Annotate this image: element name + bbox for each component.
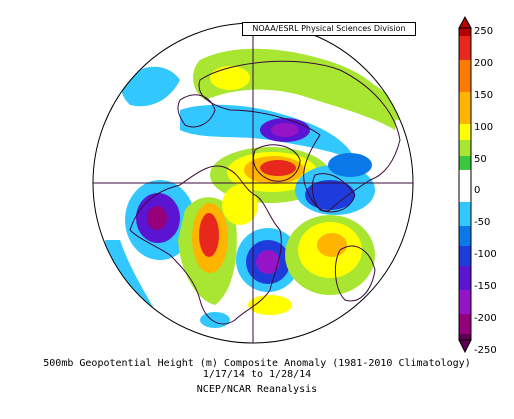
negative-anomaly-scandinavia [328, 153, 372, 177]
positive-anomaly-north-band [193, 48, 396, 130]
negative-anomaly-south-west [200, 312, 230, 328]
credit-label: NOAA/ESRL Physical Sciences Division [242, 22, 416, 36]
caption-dates: 1/17/14 to 1/28/14 [202, 369, 312, 380]
colorbar-label-0: 0 [474, 185, 481, 196]
continent-outlines [129, 60, 401, 325]
colorbar-seg-3 [459, 60, 471, 92]
colorbar-label-neg250: -250 [474, 345, 497, 356]
colorbar-label-200: 200 [474, 58, 494, 69]
negative-anomaly-pacific-core [147, 206, 167, 230]
colorbar-seg-14 [459, 314, 471, 334]
colorbar-seg-13 [459, 290, 471, 314]
positive-anomaly-canada [222, 185, 258, 225]
negative-anomaly-trough-core [256, 250, 280, 274]
colorbar-seg-6 [459, 140, 471, 156]
colorbar-label-100: 100 [474, 122, 494, 133]
coastline-europe [311, 173, 356, 213]
coastline-eurasia [198, 60, 401, 212]
colorbar-frame [458, 27, 472, 341]
negative-anomaly-west-arc [105, 240, 160, 320]
coastline-north-america [129, 165, 282, 325]
colorbar-seg-12 [459, 266, 471, 290]
colorbar-label-neg50: -50 [474, 217, 491, 228]
negative-anomaly-europe-core [305, 180, 355, 210]
coastline-asia-east [177, 94, 216, 128]
colorbar-seg-15 [459, 334, 471, 340]
colorbar-label-neg100: -100 [474, 249, 497, 260]
colorbar-seg-7 [459, 156, 471, 170]
colorbar-label-150: 150 [474, 90, 494, 101]
colorbar-label-neg150: -150 [474, 281, 497, 292]
colorbar [458, 15, 472, 354]
coastline-greenland [253, 144, 301, 182]
colorbar-seg-9 [459, 202, 471, 226]
positive-anomaly-ridge-core [199, 213, 219, 257]
positive-anomaly-atlantic-core [317, 233, 347, 257]
colorbar-seg-10 [459, 226, 471, 246]
colorbar-seg-4 [459, 92, 471, 124]
caption-title: 500mb Geopotential Height (m) Composite … [43, 358, 471, 369]
colorbar-seg-11 [459, 246, 471, 266]
colorbar-label-50: 50 [474, 154, 487, 165]
positive-anomaly-north-core [210, 66, 250, 90]
colorbar-bottom-triangle [458, 339, 472, 354]
coastline-africa [334, 245, 376, 302]
colorbar-top-triangle [458, 15, 472, 29]
positive-anomaly-greenland-core [260, 160, 296, 176]
positive-anomaly-russia [330, 77, 400, 120]
positive-anomaly-south [248, 295, 292, 315]
colorbar-seg-1 [459, 28, 471, 36]
colorbar-seg-2 [459, 36, 471, 60]
negative-anomaly-pacific-north [121, 66, 180, 107]
colorbar-seg-8 [459, 170, 471, 202]
colorbar-seg-5 [459, 124, 471, 140]
colorbar-label-250: 250 [474, 26, 494, 37]
negative-anomaly-arctic-center [271, 123, 299, 137]
caption-source: NCEP/NCAR Reanalysis [196, 384, 318, 395]
colorbar-label-neg200: -200 [474, 313, 497, 324]
